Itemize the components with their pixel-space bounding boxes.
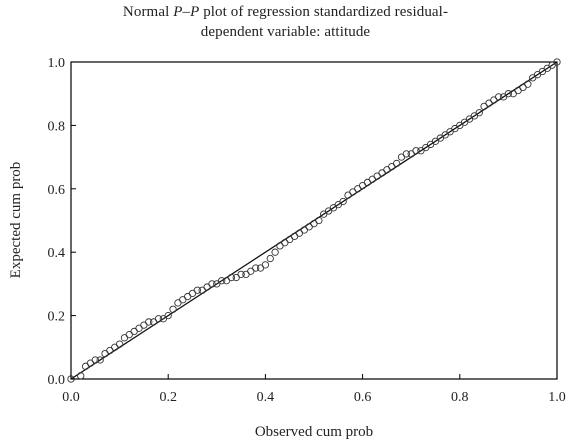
data-point [553, 58, 561, 66]
data-point [402, 150, 410, 158]
data-point [504, 90, 513, 98]
y-axis-label: Expected cum prob [8, 162, 24, 279]
x-axis-label: Observed cum prob [255, 424, 373, 440]
data-point [237, 270, 245, 279]
data-point [339, 197, 347, 206]
x-tick-label: 0.4 [257, 390, 275, 405]
x-tick-label: 0.8 [451, 390, 469, 405]
data-point [193, 286, 202, 294]
y-tick-label: 0.0 [48, 373, 66, 388]
data-point [495, 93, 503, 101]
data-point [475, 109, 483, 117]
data-point [252, 264, 260, 272]
x-tick-label: 1.0 [548, 390, 566, 405]
data-point [218, 277, 226, 285]
data-point [154, 315, 163, 323]
x-tick-label: 0.2 [159, 390, 177, 405]
data-point [91, 356, 99, 364]
x-axis-ticks: 0.0 0.2 0.4 0.6 0.8 1.0 [62, 374, 566, 405]
chart-title-prefix: Normal [122, 4, 174, 20]
data-point [115, 340, 124, 348]
chart-title: Normal P–P plot of regression standardiz… [0, 4, 571, 21]
y-tick-label: 0.6 [48, 183, 66, 198]
data-point [266, 254, 274, 263]
data-point [77, 372, 85, 380]
data-point [227, 273, 236, 282]
plot-area-frame [70, 61, 558, 380]
chart-title-rest: plot of regression standardized residual… [199, 4, 449, 20]
x-tick-label: 0.6 [354, 390, 372, 405]
x-tick-label: 0.0 [62, 390, 80, 405]
chart-subtitle: dependent variable: attitude [200, 24, 371, 40]
y-tick-label: 0.4 [48, 246, 66, 261]
data-point [145, 318, 153, 326]
data-point [261, 261, 270, 269]
data-point [315, 216, 323, 225]
points-layer [67, 58, 561, 383]
data-point [271, 248, 279, 256]
y-tick-label: 1.0 [48, 56, 66, 71]
data-point [392, 159, 401, 168]
data-point [412, 147, 420, 155]
data-point [524, 80, 532, 88]
data-point [208, 280, 216, 288]
data-point [96, 356, 104, 364]
y-axis-ticks: 0.0 0.2 0.4 0.6 0.8 1.0 [48, 56, 76, 388]
chart-title-italic: P–P [173, 4, 200, 20]
y-tick-label: 0.2 [48, 310, 66, 325]
y-tick-label: 0.8 [48, 119, 66, 134]
data-point [169, 305, 177, 313]
data-point [164, 311, 172, 320]
